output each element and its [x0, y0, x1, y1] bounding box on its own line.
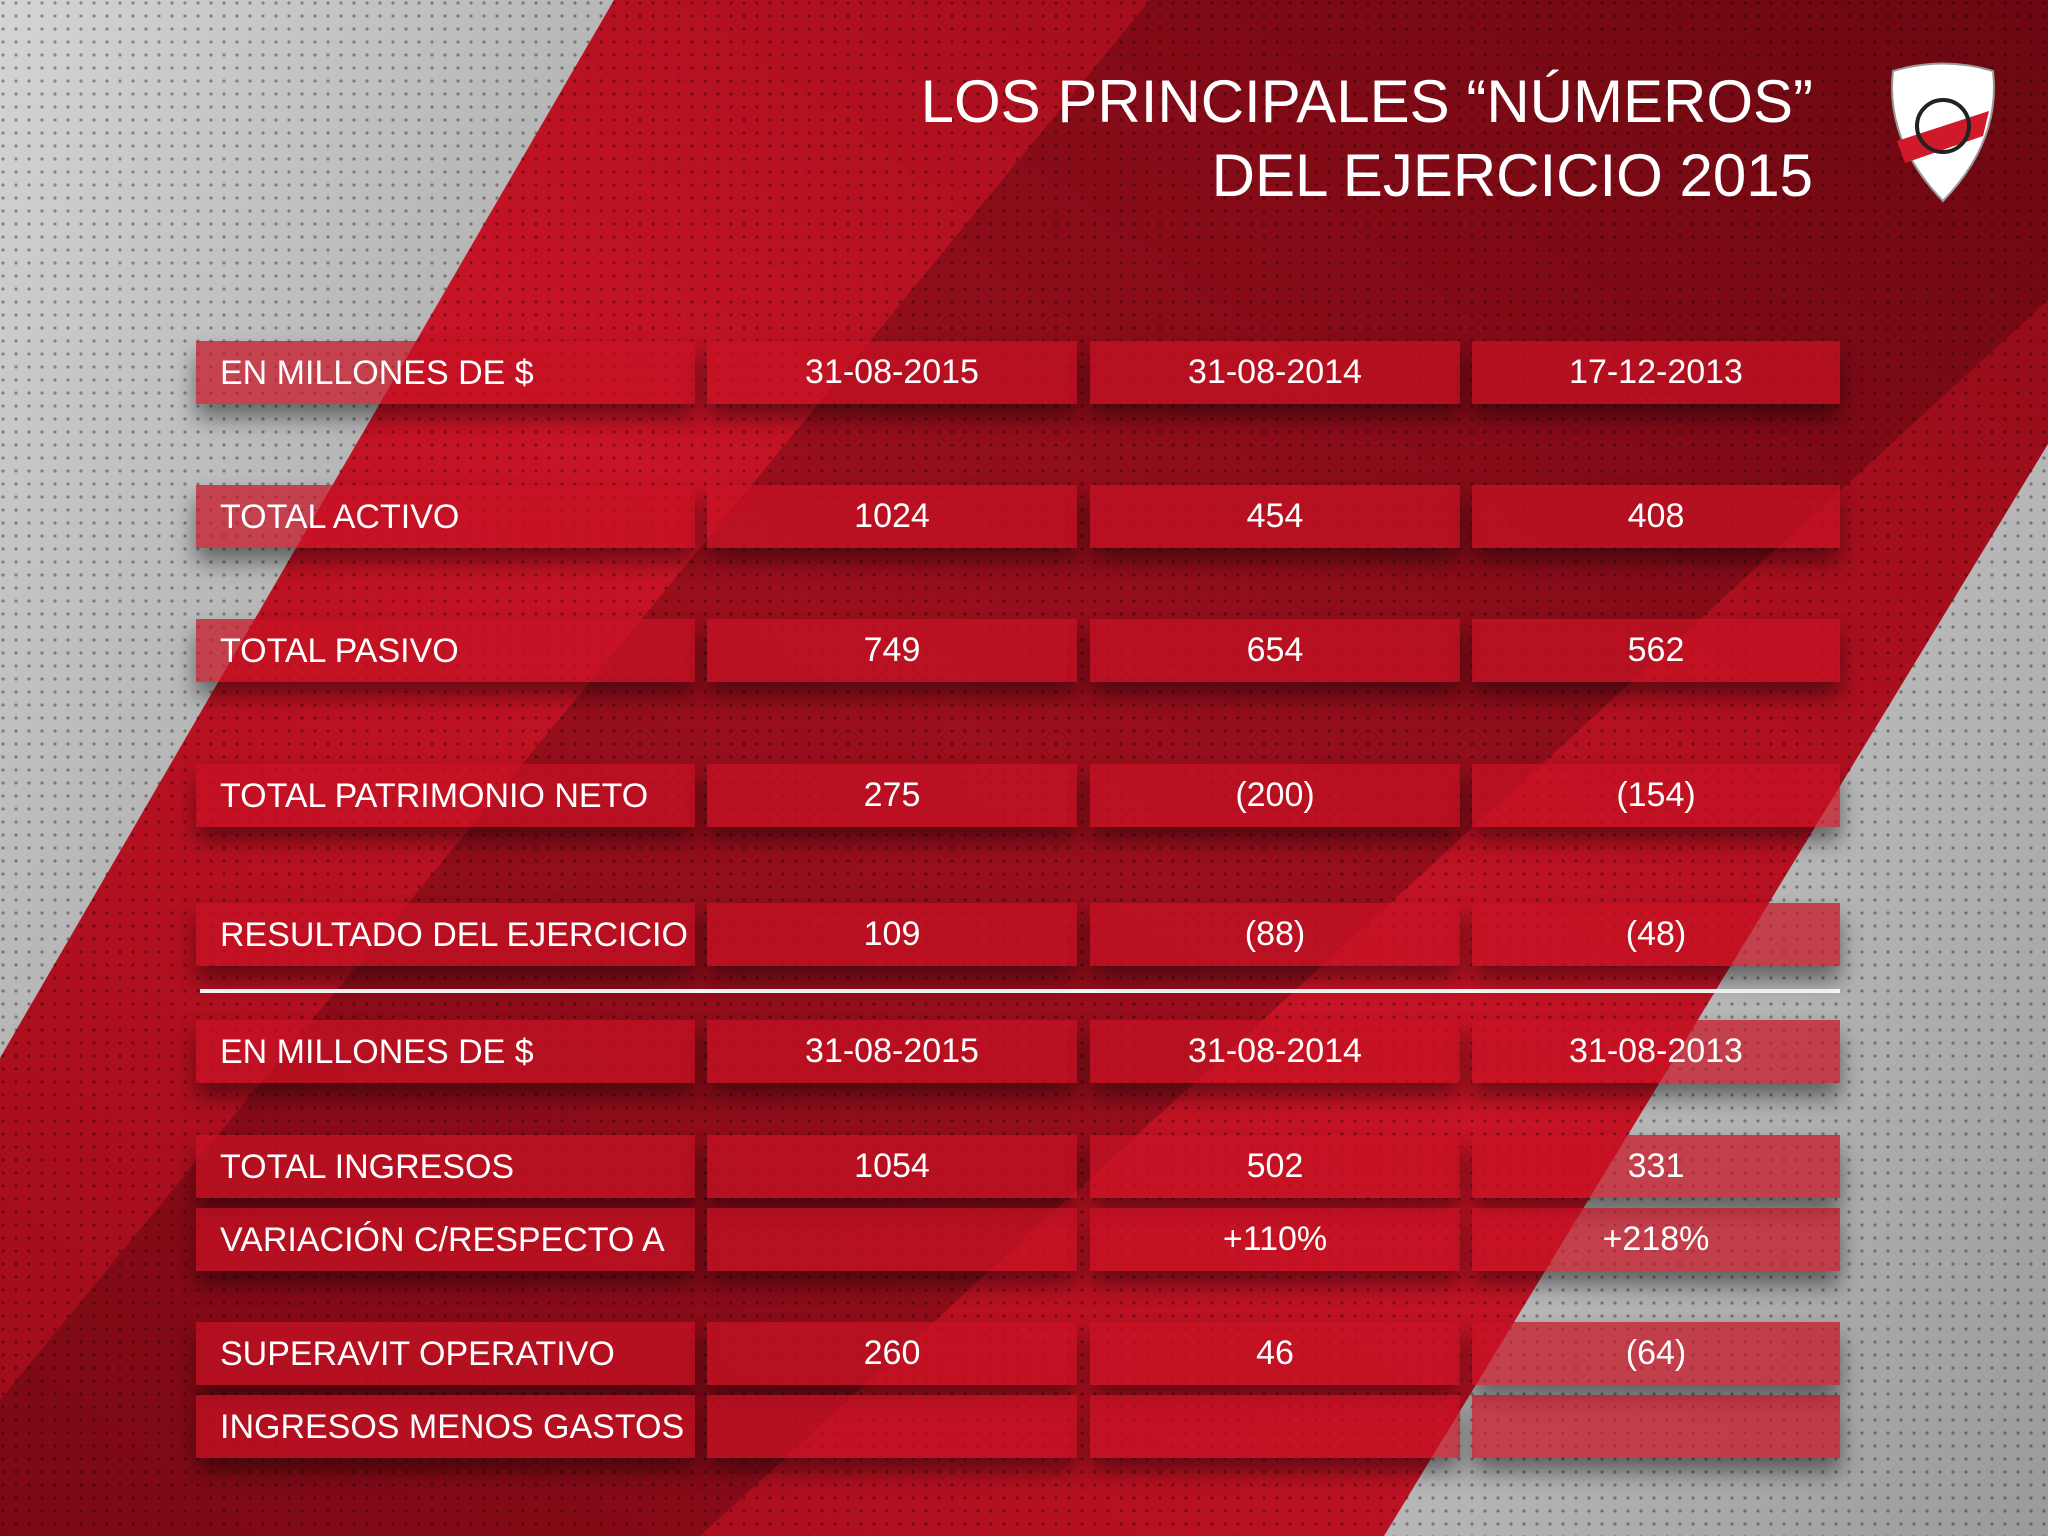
- value-cell: 46: [1090, 1322, 1460, 1385]
- value-cell: +110%: [1090, 1208, 1460, 1271]
- club-logo: [1891, 62, 1995, 203]
- header-date: 31-08-2014: [1090, 341, 1460, 404]
- value-cell: (48): [1472, 903, 1840, 966]
- value-cell: 1054: [707, 1135, 1077, 1198]
- value-cell: (64): [1472, 1322, 1840, 1385]
- value-cell: 109: [707, 903, 1077, 966]
- row-label: INGRESOS MENOS GASTOS: [196, 1395, 695, 1458]
- row-label: TOTAL ACTIVO: [196, 485, 695, 548]
- value-cell: 654: [1090, 619, 1460, 682]
- row-label: RESULTADO DEL EJERCICIO: [196, 903, 695, 966]
- header-date: 31-08-2015: [707, 1020, 1077, 1083]
- value-cell: [1472, 1395, 1840, 1458]
- title-line: DEL EJERCICIO 2015: [1211, 142, 1813, 209]
- value-cell: 275: [707, 764, 1077, 827]
- header-date: 31-08-2013: [1472, 1020, 1840, 1083]
- value-cell: [707, 1395, 1077, 1458]
- row-label: SUPERAVIT OPERATIVO: [196, 1322, 695, 1385]
- header-date: 17-12-2013: [1472, 341, 1840, 404]
- separator: [200, 989, 1840, 993]
- value-cell: 1024: [707, 485, 1077, 548]
- header-label: EN MILLONES DE $: [196, 341, 695, 404]
- value-cell: 331: [1472, 1135, 1840, 1198]
- value-cell: 408: [1472, 485, 1840, 548]
- row-label: TOTAL INGRESOS: [196, 1135, 695, 1198]
- value-cell: (88): [1090, 903, 1460, 966]
- value-cell: [707, 1208, 1077, 1271]
- value-cell: 260: [707, 1322, 1077, 1385]
- header-label: EN MILLONES DE $: [196, 1020, 695, 1083]
- row-label: TOTAL PASIVO: [196, 619, 695, 682]
- value-cell: +218%: [1472, 1208, 1840, 1271]
- row-label: TOTAL PATRIMONIO NETO: [196, 764, 695, 827]
- value-cell: (200): [1090, 764, 1460, 827]
- title-line: LOS PRINCIPALES “NÚMEROS”: [920, 68, 1813, 135]
- value-cell: 562: [1472, 619, 1840, 682]
- row-label: VARIACIÓN C/RESPECTO A: [196, 1208, 695, 1271]
- value-cell: [1090, 1395, 1460, 1458]
- value-cell: 749: [707, 619, 1077, 682]
- header-date: 31-08-2015: [707, 341, 1077, 404]
- header-date: 31-08-2014: [1090, 1020, 1460, 1083]
- value-cell: 502: [1090, 1135, 1460, 1198]
- value-cell: 454: [1090, 485, 1460, 548]
- value-cell: (154): [1472, 764, 1840, 827]
